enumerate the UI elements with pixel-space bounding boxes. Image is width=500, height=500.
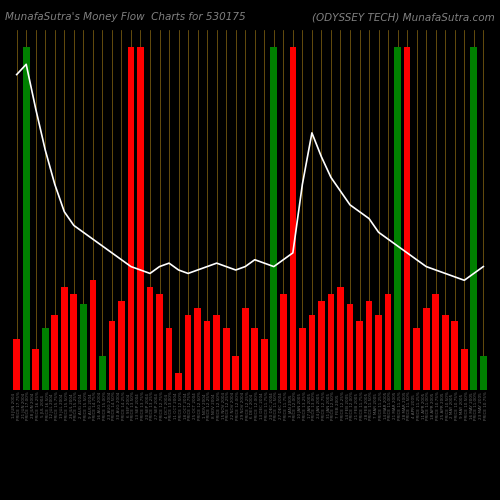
Bar: [414, 328, 420, 390]
Bar: [80, 304, 86, 390]
Bar: [442, 314, 448, 390]
Bar: [185, 314, 192, 390]
Bar: [175, 373, 182, 390]
Text: (ODYSSEY TECH) MunafaSutra.com: (ODYSSEY TECH) MunafaSutra.com: [312, 12, 495, 22]
Bar: [261, 338, 268, 390]
Bar: [242, 308, 248, 390]
Bar: [346, 304, 354, 390]
Bar: [252, 328, 258, 390]
Bar: [432, 294, 439, 390]
Bar: [470, 47, 477, 390]
Bar: [318, 301, 325, 390]
Bar: [166, 328, 172, 390]
Bar: [375, 314, 382, 390]
Bar: [232, 356, 239, 390]
Bar: [204, 322, 210, 390]
Bar: [52, 314, 58, 390]
Bar: [118, 301, 125, 390]
Bar: [423, 308, 430, 390]
Bar: [270, 47, 277, 390]
Bar: [128, 47, 134, 390]
Bar: [280, 294, 286, 390]
Bar: [366, 301, 372, 390]
Bar: [14, 338, 20, 390]
Bar: [214, 314, 220, 390]
Bar: [299, 328, 306, 390]
Bar: [394, 47, 401, 390]
Bar: [146, 287, 154, 390]
Bar: [308, 314, 315, 390]
Bar: [70, 294, 77, 390]
Bar: [223, 328, 230, 390]
Bar: [137, 47, 144, 390]
Bar: [32, 349, 39, 390]
Bar: [328, 294, 334, 390]
Bar: [108, 322, 115, 390]
Bar: [480, 356, 486, 390]
Bar: [99, 356, 105, 390]
Bar: [404, 47, 410, 390]
Bar: [337, 287, 344, 390]
Bar: [385, 294, 392, 390]
Text: MunafaSutra's Money Flow  Charts for 530175: MunafaSutra's Money Flow Charts for 5301…: [5, 12, 246, 22]
Bar: [356, 322, 363, 390]
Bar: [194, 308, 201, 390]
Bar: [42, 328, 48, 390]
Bar: [90, 280, 96, 390]
Bar: [61, 287, 68, 390]
Bar: [156, 294, 163, 390]
Bar: [290, 47, 296, 390]
Bar: [452, 322, 458, 390]
Bar: [461, 349, 468, 390]
Bar: [23, 47, 30, 390]
